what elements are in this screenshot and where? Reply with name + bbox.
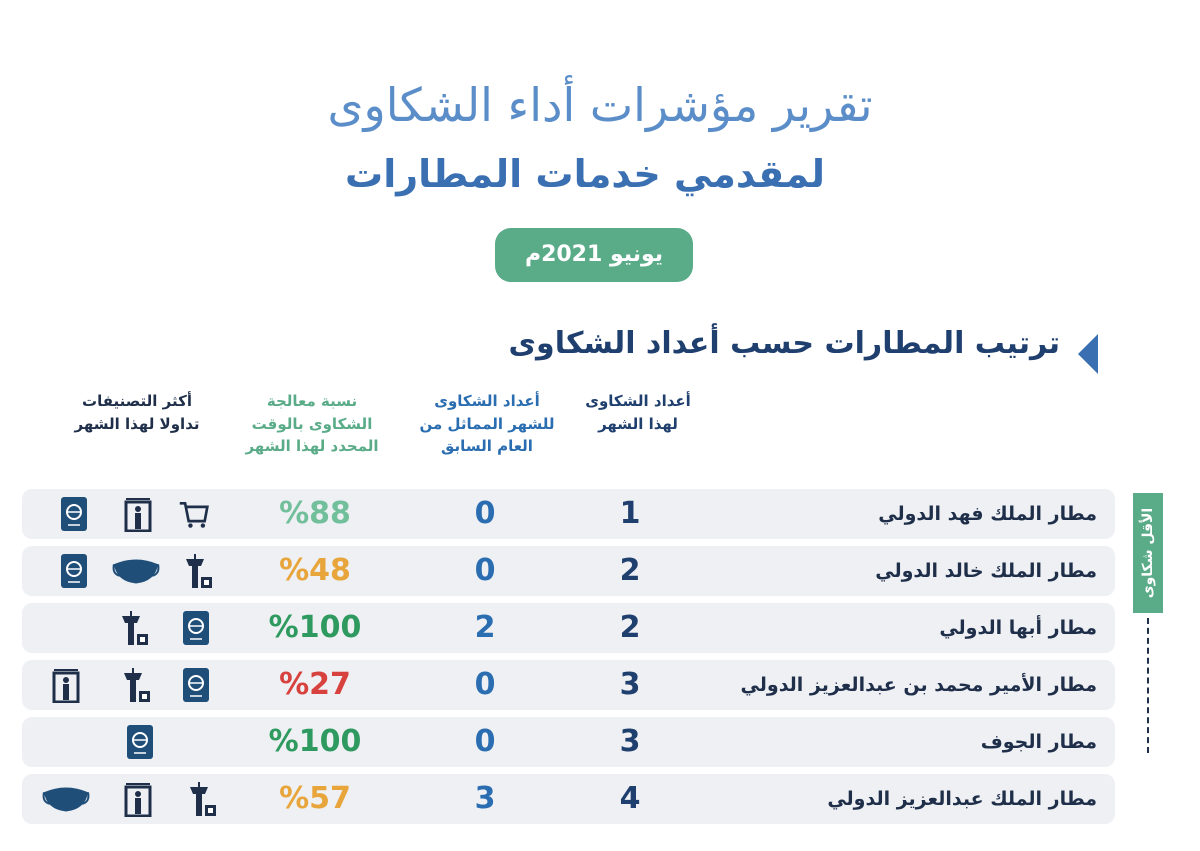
previous-year: 2 xyxy=(474,610,496,645)
on-time-rate: %100 xyxy=(268,610,362,645)
table-row: مطار الجوف 3 0 %100 xyxy=(22,717,1115,767)
airport-name: مطار الملك عبدالعزيز الدولي xyxy=(827,788,1097,810)
category-icon xyxy=(124,782,152,817)
section-marker xyxy=(1078,334,1098,374)
dashed-line xyxy=(1147,618,1149,753)
category-icon xyxy=(59,553,89,589)
category-icon xyxy=(123,667,151,703)
previous-year: 3 xyxy=(474,781,496,816)
table-row: مطار الملك فهد الدولي 1 0 %88 xyxy=(22,489,1115,539)
complaints: 4 xyxy=(619,781,641,816)
title: تقرير مؤشرات أداء الشكاوى xyxy=(327,78,873,132)
category-icon xyxy=(185,553,213,589)
category-icon xyxy=(52,668,80,703)
subtitle: لمقدمي خدمات المطارات xyxy=(345,152,825,196)
previous-year: 0 xyxy=(474,553,496,588)
category-icon xyxy=(112,558,160,585)
on-time-rate: %27 xyxy=(279,667,351,702)
column-header: أعداد الشكاوى لهذا الشهر xyxy=(585,392,691,433)
airport-name: مطار الجوف xyxy=(980,731,1097,753)
section-title: ترتيب المطارات حسب أعداد الشكاوى xyxy=(508,326,1060,361)
airport-name: مطار الأمير محمد بن عبدالعزيز الدولي xyxy=(740,674,1097,696)
column-header: أعداد الشكاوى للشهر المماثل من العام الس… xyxy=(419,392,555,455)
category-icon xyxy=(42,786,90,813)
on-time-rate: %88 xyxy=(279,496,351,531)
airport-name: مطار أبها الدولي xyxy=(939,617,1097,639)
complaints: 3 xyxy=(619,724,641,759)
on-time-rate: %57 xyxy=(279,781,351,816)
table-row: مطار الملك عبدالعزيز الدولي 4 3 %57 xyxy=(22,774,1115,824)
column-header: نسبة معالجة الشكاوى بالوقت المحدد لهذا ا… xyxy=(245,392,379,455)
complaints: 1 xyxy=(619,496,641,531)
table-row: مطار الأمير محمد بن عبدالعزيز الدولي 3 0 %2… xyxy=(22,660,1115,710)
category-icon xyxy=(125,724,155,760)
column-header: أكثر التصنيفات تداولا لهذا الشهر xyxy=(74,392,200,433)
category-icon xyxy=(178,501,209,530)
previous-year: 0 xyxy=(474,667,496,702)
complaints: 3 xyxy=(619,667,641,702)
table-row: مطار الملك خالد الدولي 2 0 %48 xyxy=(22,546,1115,596)
on-time-rate: %100 xyxy=(268,724,362,759)
category-icon xyxy=(59,496,89,532)
previous-year: 0 xyxy=(474,496,496,531)
category-icon xyxy=(189,781,217,817)
on-time-rate: %48 xyxy=(279,553,351,588)
airport-name: مطار الملك فهد الدولي xyxy=(878,503,1097,525)
category-icon xyxy=(121,610,149,646)
date-badge: يونيو 2021م xyxy=(495,228,693,282)
side-label: الأقل شكاوى xyxy=(1133,493,1163,613)
category-icon xyxy=(181,667,211,703)
category-icon xyxy=(124,497,152,532)
table-row: مطار أبها الدولي 2 2 %100 xyxy=(22,603,1115,653)
side-label-text: الأقل شكاوى xyxy=(1140,507,1156,599)
complaints: 2 xyxy=(619,610,641,645)
category-icon xyxy=(181,610,211,646)
airport-name: مطار الملك خالد الدولي xyxy=(875,560,1097,582)
complaints: 2 xyxy=(619,553,641,588)
previous-year: 0 xyxy=(474,724,496,759)
